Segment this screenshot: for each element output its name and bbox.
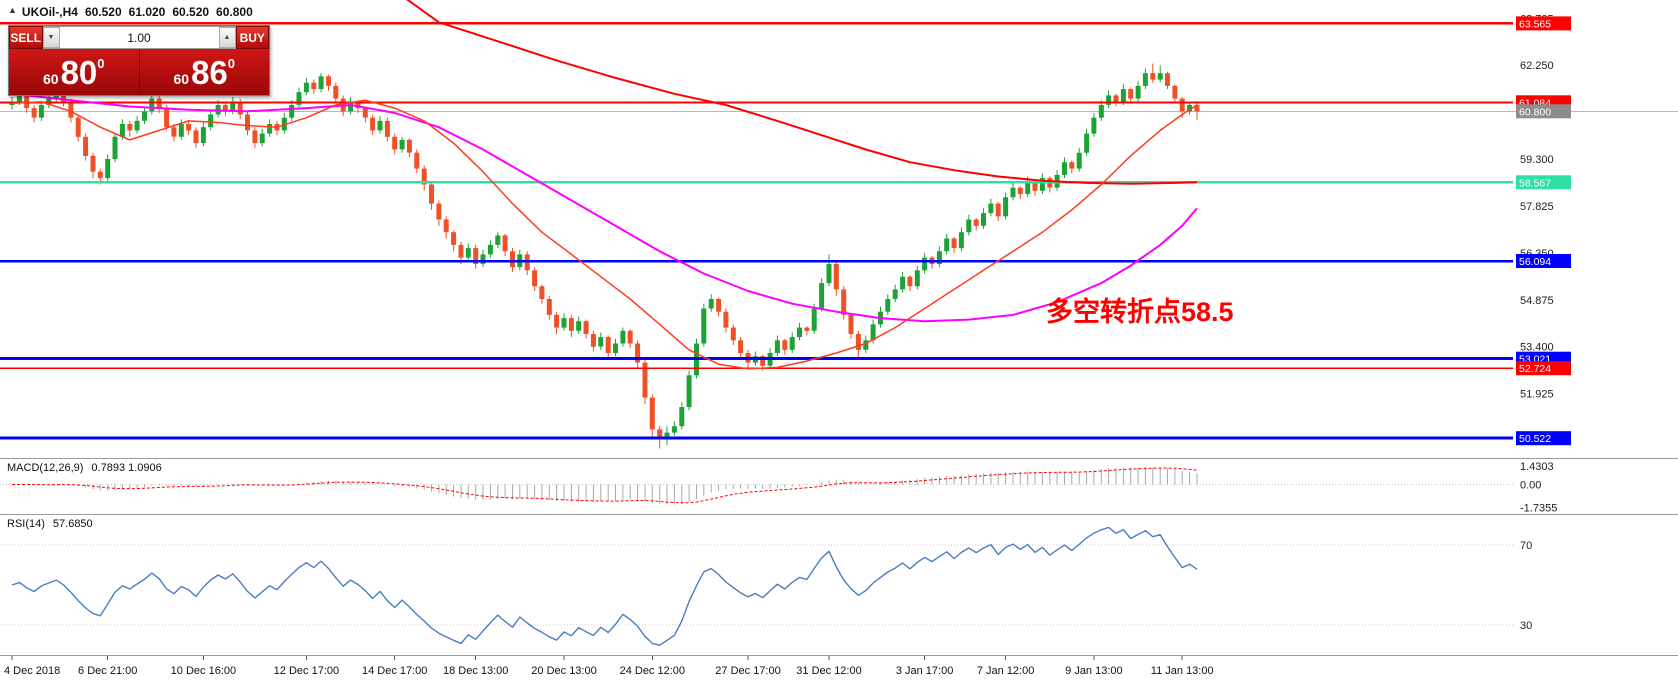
macd-indicator-pane: 1.4303 0.00 -1.7355 MACD(12,26,9) 0.7893 1…: [0, 458, 1678, 514]
macd-values: 0.7893 1.0906: [91, 462, 162, 474]
volume-increase-button[interactable]: ▲: [218, 27, 236, 48]
buy-price-sup: 0: [227, 56, 236, 71]
svg-text:7 Jan 12:00: 7 Jan 12:00: [977, 665, 1035, 677]
rsi-label: RSI(14) 57.6850: [7, 518, 93, 530]
buy-price-big: 86: [191, 53, 228, 91]
rsi-indicator-pane: 70 30 RSI(14) 57.6850: [0, 514, 1678, 655]
price-badge: 52.724: [1516, 361, 1571, 376]
rsi-level-lines: 70 30: [0, 540, 1532, 632]
sell-button[interactable]: SELL: [9, 26, 43, 49]
chevron-up-icon: ▲: [223, 34, 231, 41]
svg-text:3 Jan 17:00: 3 Jan 17:00: [896, 665, 954, 677]
volume-spinner: ▼ ▲: [42, 26, 236, 49]
svg-text:53.400: 53.400: [1520, 342, 1554, 354]
rsi-line: [11, 526, 1198, 646]
rsi-canvas[interactable]: 70 30: [0, 515, 1678, 655]
symbol-icon: ▲: [8, 5, 17, 15]
sell-price-big: 80: [60, 53, 98, 91]
svg-text:11 Jan 13:00: 11 Jan 13:00: [1151, 665, 1214, 677]
svg-text:6 Dec 21:00: 6 Dec 21:00: [78, 665, 137, 677]
horizontal-level-lines: [0, 22, 1513, 440]
sell-price-sup: 0: [97, 56, 105, 71]
macd-signal-line: [12, 467, 1198, 504]
svg-text:70: 70: [1520, 540, 1532, 552]
price-badge: 50.522: [1516, 431, 1571, 446]
volume-decrease-button[interactable]: ▼: [42, 27, 60, 48]
buy-price-prefix: 60: [173, 71, 190, 87]
high-value: 61.020: [128, 5, 166, 19]
macd-axis-labels: 1.4303 0.00 -1.7355: [1520, 461, 1557, 514]
time-axis-labels: 4 Dec 2018 6 Dec 21:00 10 Dec 16:00 12 Dec …: [4, 656, 1214, 677]
open-value: 60.520: [84, 5, 122, 19]
price-badge: 56.094: [1516, 254, 1571, 268]
y-axis-labels: 63.72562.25060.77559.30057.82556.35054.8…: [1520, 13, 1554, 447]
price-badge: 63.565: [1516, 16, 1571, 31]
time-axis[interactable]: 4 Dec 2018 6 Dec 21:00 10 Dec 16:00 12 Dec …: [0, 655, 1678, 700]
svg-text:18 Dec 13:00: 18 Dec 13:00: [443, 665, 508, 677]
chart-ohlc-header: ▲ UKOil-,H4 60.520 61.020 60.520 60.800: [8, 5, 253, 19]
price-chart-pane: 63.72562.25060.77559.30057.82556.35054.8…: [0, 0, 1678, 458]
svg-text:9 Jan 13:00: 9 Jan 13:00: [1065, 665, 1123, 677]
macd-canvas[interactable]: 1.4303 0.00 -1.7355: [0, 459, 1678, 514]
svg-text:50.522: 50.522: [1519, 433, 1551, 445]
svg-text:59.300: 59.300: [1520, 154, 1554, 166]
ma-slow-red: [406, 0, 1198, 185]
svg-text:-1.7355: -1.7355: [1520, 502, 1557, 514]
price-badges: 63.56561.08458.56756.09453.02152.72450.5…: [1516, 16, 1571, 446]
svg-text:0.00: 0.00: [1520, 480, 1541, 492]
svg-text:54.875: 54.875: [1520, 295, 1554, 307]
svg-text:10 Dec 16:00: 10 Dec 16:00: [171, 665, 236, 677]
moving-averages: [11, 0, 1198, 370]
svg-text:60.800: 60.800: [1519, 106, 1551, 118]
macd-label: MACD(12,26,9) 0.7893 1.0906: [7, 462, 162, 474]
one-click-trade-panel: SELL ▼ ▲ BUY 60 80 0: [8, 25, 270, 96]
ma-mid-magenta: [11, 92, 1198, 323]
ma-fast-orange: [11, 99, 1198, 370]
svg-text:62.250: 62.250: [1520, 60, 1554, 72]
close-value: 60.800: [216, 5, 253, 19]
buy-price-display[interactable]: 60 86 0: [138, 49, 269, 95]
svg-text:4 Dec 2018: 4 Dec 2018: [4, 665, 60, 677]
sell-price-display[interactable]: 60 80 0: [9, 49, 139, 95]
price-chart-canvas[interactable]: 63.72562.25060.77559.30057.82556.35054.8…: [0, 0, 1678, 458]
svg-text:57.825: 57.825: [1520, 201, 1554, 213]
symbol-label: UKOil-,H4: [21, 5, 78, 19]
svg-text:1.4303: 1.4303: [1520, 461, 1554, 473]
price-badge: 58.567: [1516, 175, 1571, 190]
svg-text:52.724: 52.724: [1519, 363, 1551, 375]
chevron-down-icon: ▼: [47, 34, 55, 41]
svg-text:31 Dec 12:00: 31 Dec 12:00: [796, 665, 861, 677]
price-badge: 60.800: [1516, 104, 1571, 119]
sell-price-prefix: 60: [42, 71, 59, 87]
rsi-value: 57.6850: [52, 518, 93, 530]
svg-text:24 Dec 12:00: 24 Dec 12:00: [620, 665, 685, 677]
rsi-name: RSI(14): [7, 518, 45, 530]
svg-text:12 Dec 17:00: 12 Dec 17:00: [274, 665, 339, 677]
svg-text:56.094: 56.094: [1519, 256, 1551, 268]
svg-text:51.925: 51.925: [1520, 389, 1554, 401]
buy-button[interactable]: BUY: [235, 26, 269, 49]
time-axis-canvas: 4 Dec 2018 6 Dec 21:00 10 Dec 16:00 12 Dec …: [4, 656, 1214, 677]
svg-text:63.565: 63.565: [1519, 18, 1551, 30]
low-value: 60.520: [172, 5, 210, 19]
chart-annotation-text: 多空转折点58.5: [1046, 297, 1234, 327]
svg-text:30: 30: [1520, 620, 1532, 632]
macd-histogram: [18, 467, 1198, 505]
macd-name: MACD(12,26,9): [7, 462, 84, 474]
volume-input[interactable]: [59, 27, 219, 48]
svg-text:58.567: 58.567: [1519, 177, 1551, 189]
svg-text:20 Dec 13:00: 20 Dec 13:00: [531, 665, 596, 677]
svg-text:14 Dec 17:00: 14 Dec 17:00: [362, 665, 427, 677]
svg-text:27 Dec 17:00: 27 Dec 17:00: [715, 665, 780, 677]
